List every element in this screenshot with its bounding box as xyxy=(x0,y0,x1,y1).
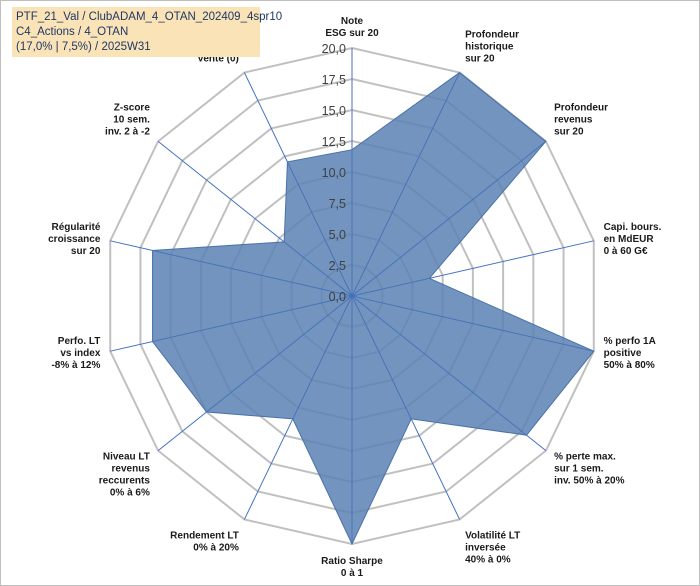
series-spoke xyxy=(283,241,353,297)
axis-label-line: Perfo. LT xyxy=(58,336,101,347)
axis-label-line: historique xyxy=(465,41,514,52)
tick-label: 20,0 xyxy=(322,42,346,56)
axis-label-line: -8% à 12% xyxy=(51,360,100,371)
title-line-2: C4_Actions / 4_OTAN xyxy=(16,26,129,38)
axis-label-line: 0 à 60 G€ xyxy=(604,246,648,257)
axis-label-line: sur 1 sem. xyxy=(554,464,604,475)
axis-label: Capi. bours. en MdEUR 0 à 60 G€ xyxy=(604,222,662,257)
axis-label: % perte max. sur 1 sem. inv. 50% à 20% xyxy=(554,452,625,487)
axis-label-line: 0 à 1 xyxy=(341,568,364,579)
axis-label: Régularité croissance sur 20 xyxy=(48,222,101,257)
axis-label: % perfo 1A positive 50% à 80% xyxy=(604,336,656,371)
axis-label-line: 40% à 0% xyxy=(465,555,511,566)
axis-label: Profondeur historique sur 20 xyxy=(465,29,519,64)
axis-label-line: Ratio Sharpe xyxy=(321,556,383,567)
axis-label-line: Capi. bours. xyxy=(604,222,662,233)
series-area xyxy=(152,71,595,546)
axis-label-line: vs index xyxy=(60,348,100,359)
axis-label-line: Vente (0) xyxy=(197,53,239,64)
title-line-1: PTF_21_Val / ClubADAM_4_OTAN_202409_4spr… xyxy=(16,11,283,23)
axis-label: Niveau LT revenus reccurents 0% à 6% xyxy=(99,452,151,499)
tick-label: 0,0 xyxy=(329,290,346,304)
axis-label-line: positive xyxy=(604,348,642,359)
series-spoke xyxy=(287,161,353,297)
axis-label-line: Rendement LT xyxy=(170,531,239,542)
axis-label-line: Volatilité LT xyxy=(465,531,520,542)
axis-label-line: Régularité xyxy=(51,222,100,233)
chart-title-box: PTF_21_Val / ClubADAM_4_OTAN_202409_4spr… xyxy=(12,7,282,57)
tick-label: 12,5 xyxy=(322,135,346,149)
series-spoke xyxy=(351,295,527,436)
series-spoke xyxy=(351,295,412,420)
axis-label-line: Z-score xyxy=(114,102,151,113)
axis-label: Profondeur revenus sur 20 xyxy=(554,102,608,137)
tick-label: 10,0 xyxy=(322,166,346,180)
axis-label-line: % perte max. xyxy=(554,452,616,463)
axis-label-line: sur 20 xyxy=(554,126,584,137)
series-spoke xyxy=(206,295,353,413)
series-spoke xyxy=(292,295,353,420)
tick-label: 5,0 xyxy=(329,228,346,242)
series-spoke xyxy=(351,295,594,352)
series-spoke xyxy=(351,72,460,297)
radar-series xyxy=(152,71,595,546)
axis-label-line: sur 20 xyxy=(71,246,101,257)
axis-label-line: Profondeur xyxy=(554,102,608,113)
axis-label-line: inversée xyxy=(465,543,506,554)
series-spoke xyxy=(152,250,353,297)
tick-label: 15,0 xyxy=(322,104,346,118)
axis-label-line: Profondeur xyxy=(465,29,519,40)
axis-label-line: Niveau LT xyxy=(103,452,150,463)
series-spoke xyxy=(351,277,430,297)
axis-label-line: 0% à 20% xyxy=(193,543,239,554)
tick-label: 7,5 xyxy=(329,197,346,211)
tick-label: 2,5 xyxy=(329,259,346,273)
axis-label-line: 0% à 6% xyxy=(110,488,150,499)
axis-label-line: sur 20 xyxy=(465,53,495,64)
axis-label-line: 10 sem. xyxy=(113,114,150,125)
axis-label-line: % perfo 1A xyxy=(604,336,656,347)
axis-label: Ratio Sharpe 0 à 1 xyxy=(321,556,383,579)
axis-label-line: croissance xyxy=(48,234,101,245)
axis-label-line: reccurents xyxy=(99,476,151,487)
title-line-3: (17,0% | 7,5%) / 2025W31 xyxy=(16,41,151,53)
axis-label: Rendement LT 0% à 20% xyxy=(170,531,239,554)
axis-label: Z-score 10 sem. inv. 2 à -2 xyxy=(105,102,150,137)
axis-label: Note ESG sur 20 xyxy=(325,16,379,39)
series-spoke xyxy=(351,141,547,297)
axis-label: Volatilité LT inversée 40% à 0% xyxy=(465,531,520,566)
axis-label-line: inv. 2 à -2 xyxy=(105,126,150,137)
axis-label-line: revenus xyxy=(554,114,593,125)
axis-label-line: ESG sur 20 xyxy=(325,28,379,39)
axis-label-line: 50% à 80% xyxy=(604,360,655,371)
series-spoke xyxy=(152,295,353,342)
axis-label-line: revenus xyxy=(112,464,151,475)
radial-tick-labels: 0,0 2,5 5,0 7,5 10,0 12,5 15,0 17,5 20,0 xyxy=(322,42,346,304)
tick-label: 17,5 xyxy=(322,73,346,87)
axis-label-line: Note xyxy=(341,16,364,27)
axis-label-line: inv. 50% à 20% xyxy=(554,476,625,487)
axis-label: Perfo. LT vs index -8% à 12% xyxy=(51,336,100,371)
axis-label-line: en MdEUR xyxy=(604,234,655,245)
